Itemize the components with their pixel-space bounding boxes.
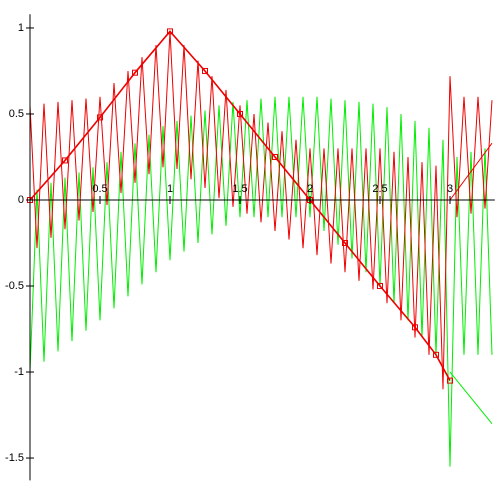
x-tick-label: 2.5 (372, 183, 387, 195)
y-tick-label: -1.5 (5, 452, 24, 464)
series-line (29, 30, 451, 382)
marker (97, 114, 103, 121)
y-tick-label: 0.5 (9, 108, 24, 120)
marker (447, 377, 453, 384)
marker (377, 283, 383, 290)
marker (167, 28, 173, 35)
marker (202, 67, 208, 74)
y-tick-label: 1 (18, 22, 24, 34)
x-tick-label: 1 (167, 183, 173, 195)
marker (62, 157, 68, 164)
series-line (449, 142, 493, 201)
x-tick-label: 1.5 (232, 183, 247, 195)
series-line (29, 31, 493, 390)
y-tick-label: -1 (14, 366, 24, 378)
marker (272, 153, 278, 160)
marker (412, 324, 418, 331)
x-tick-label: 2 (307, 183, 313, 195)
marker (132, 69, 138, 76)
series-line (449, 371, 493, 424)
x-tick-label: 3 (447, 183, 453, 195)
marker (433, 351, 439, 358)
series-line (29, 96, 493, 467)
marker (237, 110, 243, 117)
x-tick-label: 0.5 (92, 183, 107, 195)
y-tick-label: -0.5 (5, 280, 24, 292)
y-tick-label: 0 (18, 194, 24, 206)
marker (342, 239, 348, 246)
